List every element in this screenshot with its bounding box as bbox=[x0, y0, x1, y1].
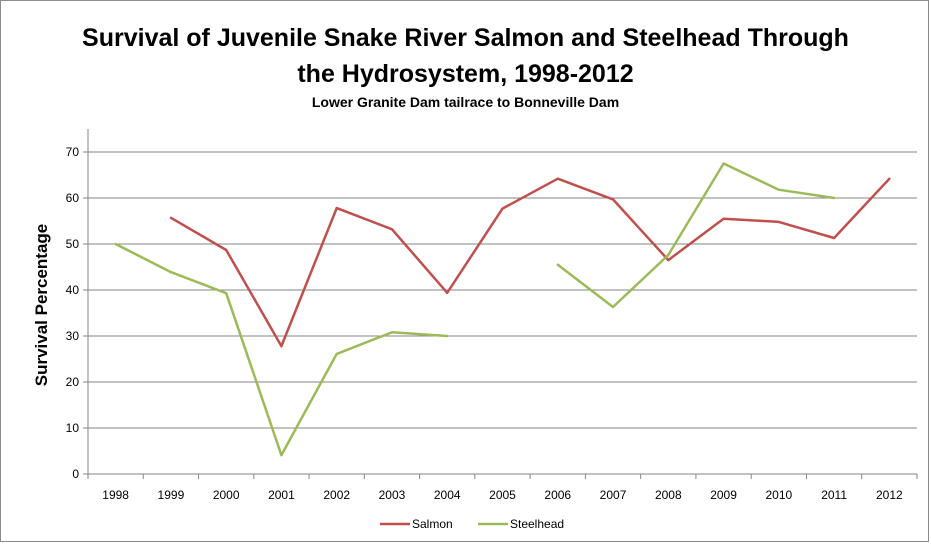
data-point-salmon bbox=[501, 207, 504, 210]
data-point-salmon bbox=[722, 217, 725, 220]
data-point-steelhead bbox=[667, 253, 670, 257]
x-tick-label: 1998 bbox=[102, 488, 129, 502]
x-tick-label: 2008 bbox=[655, 488, 682, 502]
legend: Salmon Steelhead bbox=[380, 517, 564, 531]
data-point-steelhead bbox=[611, 305, 615, 309]
y-tick-label: 30 bbox=[66, 329, 80, 343]
data-point-salmon bbox=[556, 177, 559, 180]
legend-label-steelhead: Steelhead bbox=[510, 517, 564, 531]
x-tick-label: 2002 bbox=[323, 488, 350, 502]
x-tick-label: 2003 bbox=[379, 488, 406, 502]
data-point-salmon bbox=[446, 291, 449, 294]
x-tick-label: 2011 bbox=[821, 488, 847, 502]
x-tick-labels: 1998 1999 2000 2001 2002 2003 2004 2005 2006 2007… bbox=[102, 488, 903, 502]
y-axis-label: Survival Percentage bbox=[32, 224, 51, 387]
data-point-salmon bbox=[832, 236, 836, 240]
data-point-steelhead bbox=[446, 334, 449, 338]
data-point-steelhead bbox=[777, 188, 781, 191]
gridlines bbox=[83, 151, 917, 475]
x-tick-label: 2007 bbox=[600, 488, 627, 502]
y-tick-labels: 0 10 20 30 40 50 60 70 bbox=[66, 145, 80, 481]
x-tick-label: 2010 bbox=[765, 488, 792, 502]
data-point-steelhead bbox=[722, 162, 725, 165]
y-tick-label: 50 bbox=[66, 237, 80, 251]
data-point-steelhead bbox=[390, 331, 394, 334]
axes bbox=[87, 129, 918, 479]
x-tick-label: 2006 bbox=[544, 488, 571, 502]
data-point-salmon bbox=[224, 248, 228, 252]
legend-label-salmon: Salmon bbox=[412, 517, 453, 531]
x-tick-label: 2005 bbox=[489, 488, 516, 502]
data-point-salmon bbox=[888, 177, 891, 180]
data-point-salmon bbox=[390, 228, 394, 231]
series-lines bbox=[114, 162, 891, 457]
series-line-steelhead bbox=[557, 162, 835, 309]
data-point-salmon bbox=[777, 220, 781, 224]
data-point-salmon bbox=[335, 206, 338, 210]
data-point-steelhead bbox=[556, 263, 559, 266]
x-tick-label: 2001 bbox=[268, 488, 295, 502]
data-point-steelhead bbox=[832, 196, 836, 200]
data-point-steelhead bbox=[169, 270, 173, 274]
y-tick-label: 20 bbox=[66, 375, 80, 389]
data-point-salmon bbox=[667, 258, 670, 262]
y-tick-label: 40 bbox=[66, 283, 80, 297]
y-tick-label: 60 bbox=[66, 191, 80, 205]
y-tick-label: 10 bbox=[66, 421, 80, 435]
data-point-salmon bbox=[169, 216, 173, 219]
chart-subtitle: Lower Granite Dam tailrace to Bonneville… bbox=[311, 94, 620, 110]
y-tick-label: 0 bbox=[72, 467, 79, 481]
data-point-salmon bbox=[611, 198, 615, 201]
series-line-salmon bbox=[170, 177, 891, 348]
x-tick-label: 1999 bbox=[158, 488, 185, 502]
chart-title-line-1: Survival of Juvenile Snake River Salmon … bbox=[82, 24, 849, 52]
x-tick-label: 2000 bbox=[213, 488, 240, 502]
data-point-steelhead bbox=[280, 453, 283, 457]
data-point-steelhead bbox=[114, 242, 117, 246]
data-point-steelhead bbox=[335, 352, 338, 356]
data-point-salmon bbox=[280, 344, 283, 348]
x-tick-label: 2004 bbox=[434, 488, 461, 502]
chart-title-line-2: the Hydrosystem, 1998-2012 bbox=[297, 60, 634, 88]
x-tick-label: 2009 bbox=[710, 488, 737, 502]
series-line-steelhead bbox=[115, 242, 448, 457]
y-tick-label: 70 bbox=[66, 145, 80, 159]
data-point-steelhead bbox=[224, 292, 228, 295]
x-tick-label: 2012 bbox=[876, 488, 903, 502]
